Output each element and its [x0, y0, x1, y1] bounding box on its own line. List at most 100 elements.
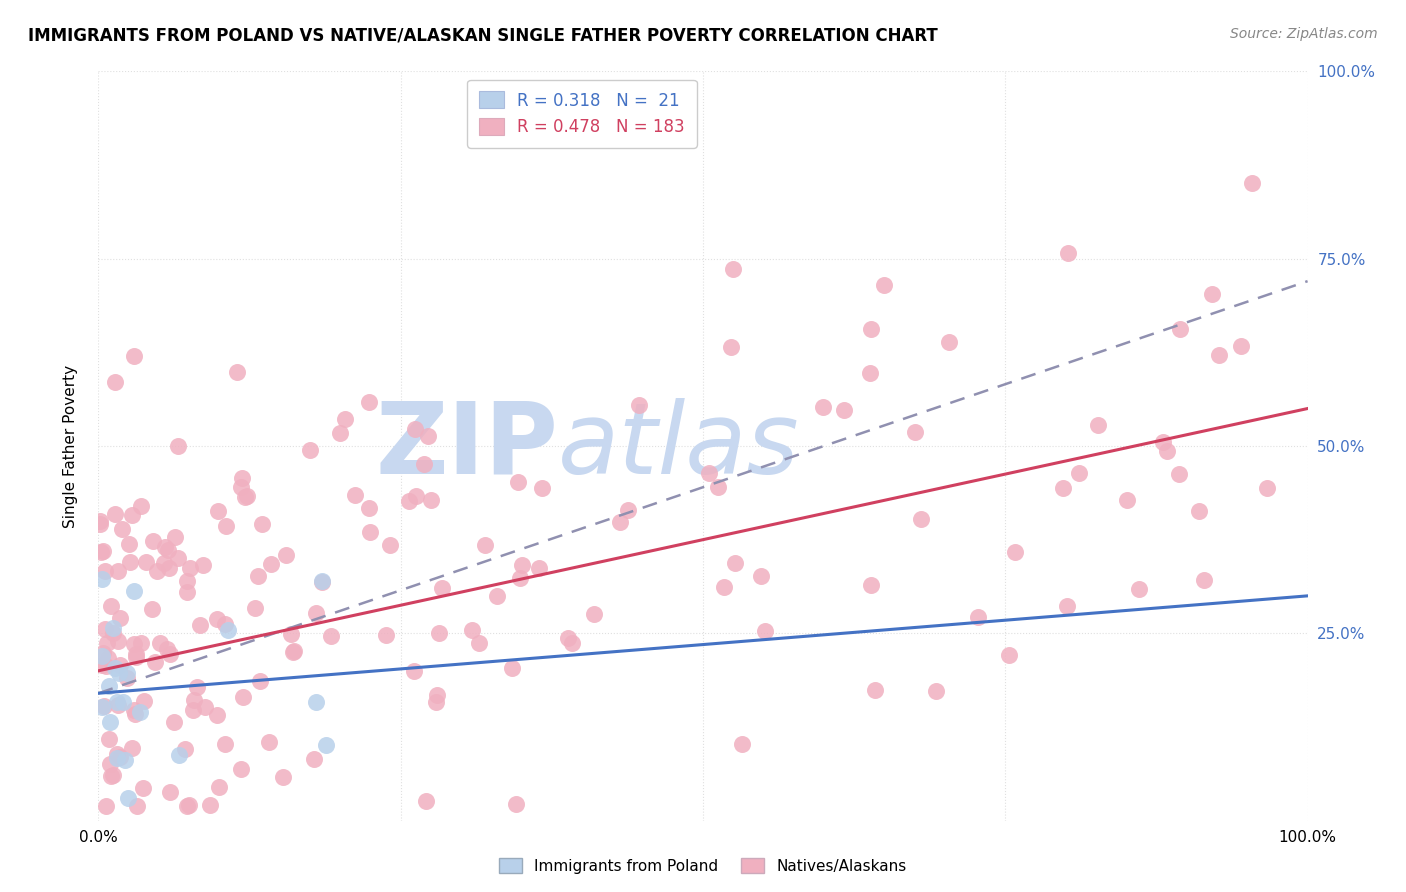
Point [863, 683, 886, 698]
Point [177, 798, 200, 813]
Point [90, 658, 112, 673]
Point [311, 574, 333, 589]
Point [208, 780, 231, 795]
Point [121, 741, 143, 756]
Point [96, 636, 118, 650]
Point [910, 512, 932, 526]
Point [94, 622, 117, 636]
Point [420, 493, 443, 508]
Point [582, 607, 605, 621]
Point [415, 794, 437, 808]
Point [93, 698, 115, 713]
Point [707, 480, 730, 494]
Point [1230, 339, 1253, 353]
Point [249, 674, 271, 689]
Point [319, 629, 342, 643]
Point [120, 555, 142, 569]
Point [91, 572, 114, 586]
Point [1168, 322, 1191, 336]
Point [114, 753, 136, 767]
Point [135, 555, 157, 569]
Point [697, 466, 720, 480]
Point [229, 763, 252, 777]
Point [315, 738, 337, 752]
Point [276, 548, 298, 562]
Point [813, 400, 835, 414]
Point [176, 585, 198, 599]
Point [1194, 573, 1216, 587]
Point [721, 262, 744, 277]
Point [527, 561, 550, 575]
Point [357, 394, 380, 409]
Point [378, 538, 401, 552]
Text: Source: ZipAtlas.com: Source: ZipAtlas.com [1230, 27, 1378, 41]
Point [724, 556, 747, 570]
Point [167, 747, 190, 762]
Point [143, 656, 166, 670]
Point [157, 543, 180, 558]
Point [461, 623, 484, 637]
Point [117, 672, 139, 686]
Point [405, 489, 427, 503]
Point [305, 695, 328, 709]
Point [153, 557, 176, 571]
Point [1052, 481, 1074, 495]
Point [101, 621, 124, 635]
Point [91, 544, 114, 558]
Point [486, 590, 509, 604]
Point [281, 645, 304, 659]
Point [235, 490, 257, 504]
Point [402, 665, 425, 679]
Point [250, 517, 273, 532]
Point [141, 602, 163, 616]
Point [112, 695, 135, 709]
Point [94, 659, 117, 673]
Legend: R = 0.318   N =  21, R = 0.478   N = 183: R = 0.318 N = 21, R = 0.478 N = 183 [467, 79, 697, 148]
Point [132, 694, 155, 708]
Point [115, 666, 138, 681]
Point [159, 647, 181, 661]
Point [91, 647, 114, 661]
Point [232, 690, 254, 705]
Point [217, 623, 239, 637]
Point [107, 698, 129, 712]
Point [94, 798, 117, 813]
Point [205, 612, 228, 626]
Point [156, 642, 179, 657]
Point [302, 751, 325, 765]
Point [128, 705, 150, 719]
Point [1168, 467, 1191, 481]
Point [125, 647, 148, 661]
Point [1056, 246, 1078, 260]
Legend: Immigrants from Poland, Natives/Alaskans: Immigrants from Poland, Natives/Alaskans [494, 852, 912, 880]
Point [89, 514, 111, 528]
Point [474, 538, 496, 552]
Point [215, 519, 238, 533]
Point [834, 402, 856, 417]
Point [713, 580, 735, 594]
Point [343, 488, 366, 502]
Point [1115, 493, 1137, 508]
Point [198, 797, 221, 812]
Point [260, 557, 283, 571]
Point [1128, 582, 1150, 596]
Point [628, 398, 651, 412]
Point [131, 781, 153, 796]
Point [125, 649, 148, 664]
Point [509, 571, 531, 585]
Point [531, 481, 554, 495]
Point [122, 636, 145, 650]
Point [129, 499, 152, 513]
Point [425, 695, 447, 709]
Point [359, 525, 381, 540]
Point [104, 661, 127, 675]
Point [1087, 417, 1109, 432]
Point [108, 750, 131, 764]
Point [91, 648, 114, 663]
Point [1208, 348, 1230, 362]
Point [873, 278, 896, 293]
Point [236, 489, 259, 503]
Point [97, 651, 120, 665]
Point [159, 561, 181, 575]
Point [609, 515, 631, 529]
